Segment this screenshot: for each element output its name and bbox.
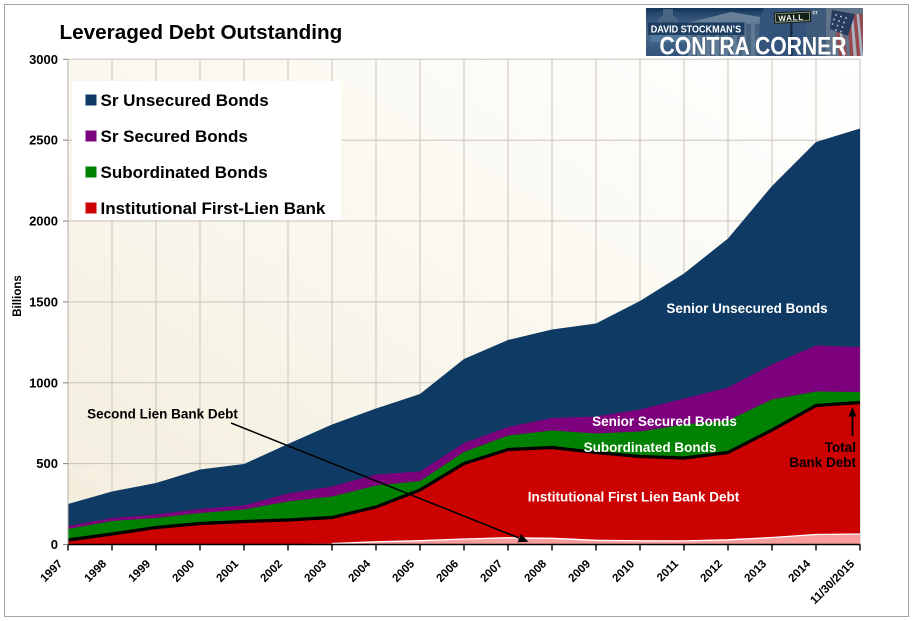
- svg-text:Subordinated Bonds: Subordinated Bonds: [101, 163, 268, 182]
- svg-text:Second Lien Bank Debt: Second Lien Bank Debt: [87, 407, 238, 422]
- svg-text:Institutional First-Lien Bank: Institutional First-Lien Bank: [101, 199, 326, 218]
- svg-text:0: 0: [51, 537, 58, 552]
- svg-text:2500: 2500: [29, 133, 58, 148]
- svg-text:Subordinated Bonds: Subordinated Bonds: [584, 440, 717, 455]
- svg-text:Institutional First Lien Bank: Institutional First Lien Bank Debt: [528, 490, 740, 505]
- svg-text:Sr Unsecured Bonds: Sr Unsecured Bonds: [101, 91, 269, 110]
- svg-text:3000: 3000: [29, 52, 58, 67]
- svg-text:Sr Secured Bonds: Sr Secured Bonds: [101, 127, 248, 146]
- svg-text:ST: ST: [812, 10, 818, 15]
- svg-text:CONTRA CORNER: CONTRA CORNER: [660, 33, 847, 61]
- svg-text:Total: Total: [825, 440, 856, 455]
- svg-text:Leveraged Debt Outstanding: Leveraged Debt Outstanding: [60, 21, 343, 44]
- svg-text:Bank Debt: Bank Debt: [789, 455, 856, 470]
- svg-text:Senior Secured Bonds: Senior Secured Bonds: [592, 414, 737, 429]
- svg-text:1500: 1500: [29, 294, 58, 309]
- svg-text:1000: 1000: [29, 375, 58, 390]
- svg-text:Senior Unsecured Bonds: Senior Unsecured Bonds: [666, 301, 827, 316]
- svg-text:WALL: WALL: [778, 13, 804, 23]
- svg-text:Billions: Billions: [12, 275, 24, 317]
- svg-text:500: 500: [36, 456, 58, 471]
- svg-text:DAVID STOCKMAN’S: DAVID STOCKMAN’S: [651, 24, 742, 35]
- svg-text:2000: 2000: [29, 214, 58, 229]
